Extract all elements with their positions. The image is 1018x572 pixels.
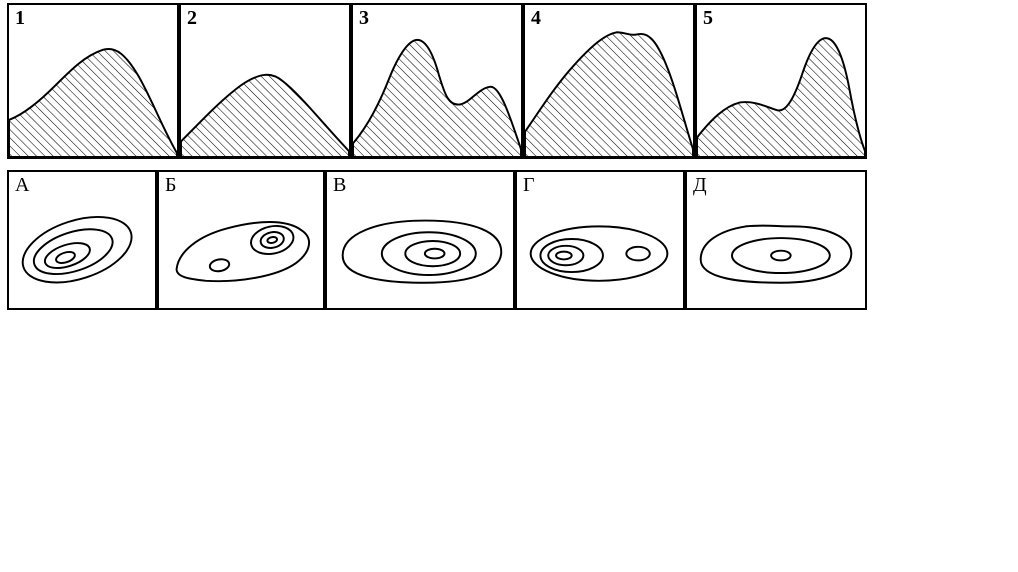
panel-label: 1 (15, 7, 25, 30)
contour-line (248, 222, 296, 257)
hill-profile (525, 32, 693, 157)
contour-line (177, 222, 309, 281)
hill-profile (9, 49, 177, 157)
panel-label: 3 (359, 7, 369, 30)
panel-label: А (15, 174, 29, 197)
contour-line (556, 252, 572, 260)
profile-row-cell: 2 (179, 3, 351, 159)
contour-row-svg (159, 172, 323, 308)
contour-row-cell: Г (515, 170, 685, 310)
contour-line (771, 251, 791, 261)
profile-row-cell: 1 (7, 3, 179, 159)
contour-line (382, 232, 476, 275)
contour-line (28, 221, 118, 283)
panel-label: 5 (703, 7, 713, 30)
panel-label: Б (165, 174, 176, 197)
contour-row-cell: В (325, 170, 515, 310)
hill-profile (181, 75, 349, 157)
contour-line (626, 247, 649, 261)
contour-line (209, 258, 230, 273)
contour-row-svg (517, 172, 683, 308)
contour-row-cell: А (7, 170, 157, 310)
profile-row-svg (9, 5, 177, 157)
panel-label: 4 (531, 7, 541, 30)
panel-label: Г (523, 174, 535, 197)
contour-line (548, 246, 583, 265)
profile-row-cell: 3 (351, 3, 523, 159)
profile-row-svg (353, 5, 521, 157)
profile-row-svg (181, 5, 349, 157)
contour-line (531, 226, 668, 280)
contour-line (343, 221, 502, 283)
contour-line (14, 205, 139, 295)
contour-line (732, 238, 830, 273)
contour-row-cell: Б (157, 170, 325, 310)
profile-row-cell: 5 (695, 3, 867, 159)
contour-row-svg (687, 172, 865, 308)
contour-row-cell: Д (685, 170, 867, 310)
contour-row-svg (9, 172, 155, 308)
profile-row-svg (525, 5, 693, 157)
hill-profile (353, 40, 521, 157)
contour-line (259, 230, 285, 250)
contour-line (425, 249, 445, 259)
hill-profile (697, 38, 865, 157)
profile-row-svg (697, 5, 865, 157)
panel-label: В (333, 174, 346, 197)
panel-label: 2 (187, 7, 197, 30)
contour-line (267, 236, 278, 244)
contour-line (405, 241, 460, 266)
figure-grid: 1 2 3 4 5 А Б В Г Д (0, 0, 1018, 572)
panel-label: Д (693, 174, 707, 197)
contour-line (55, 250, 77, 265)
profile-row-cell: 4 (523, 3, 695, 159)
contour-row-svg (327, 172, 513, 308)
